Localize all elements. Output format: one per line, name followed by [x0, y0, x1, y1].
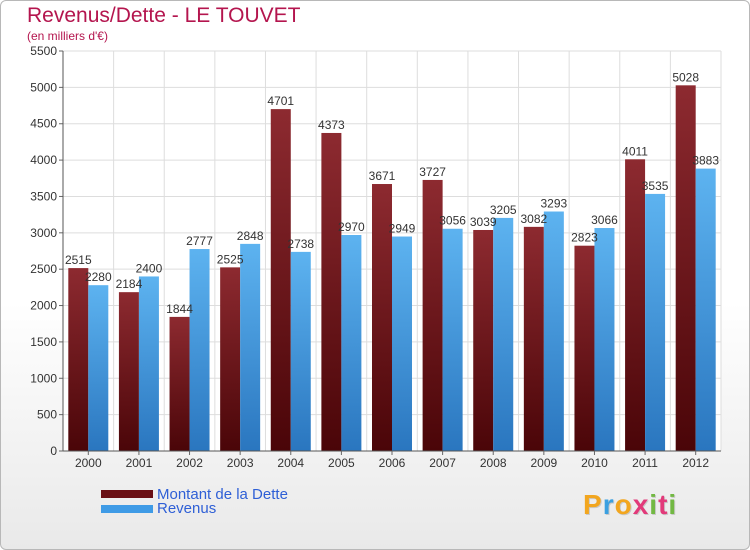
x-tick-label: 2000 [75, 456, 102, 470]
x-tick-label: 2009 [530, 456, 557, 470]
x-tick-label: 2003 [227, 456, 254, 470]
bar-revenus [594, 228, 615, 451]
value-label: 5028 [672, 70, 699, 84]
value-label: 3066 [591, 213, 618, 227]
logo-letter: r [602, 489, 615, 520]
value-label: 2515 [65, 253, 92, 267]
x-tick-label: 2006 [379, 456, 406, 470]
bar-revenus [442, 228, 463, 451]
bar-revenus [189, 249, 210, 451]
y-tick-label: 2500 [30, 262, 57, 276]
value-label: 3883 [692, 154, 719, 168]
legend-label-revenus: Revenus [157, 500, 217, 517]
bar-dette [473, 229, 494, 451]
value-label: 4373 [318, 118, 345, 132]
value-label: 4701 [267, 94, 294, 108]
x-tick-label: 2010 [581, 456, 608, 470]
x-tick-label: 2001 [126, 456, 153, 470]
y-tick-label: 4500 [30, 117, 57, 131]
bar-dette [169, 316, 190, 451]
y-tick-label: 1000 [30, 371, 57, 385]
bar-revenus [493, 217, 514, 451]
logo-letter: o [614, 489, 633, 520]
bar-revenus [543, 211, 564, 451]
y-tick-label: 5500 [30, 44, 57, 58]
legend-label-dette: Montant de la Dette [157, 486, 288, 503]
proxiti-logo: Proxiti [583, 489, 677, 521]
bar-revenus [240, 243, 261, 451]
y-tick-label: 2000 [30, 299, 57, 313]
value-label: 2525 [217, 252, 244, 266]
value-label: 3671 [369, 169, 396, 183]
bar-dette [523, 226, 544, 451]
value-label: 3056 [439, 214, 466, 228]
bar-revenus [695, 168, 716, 451]
x-tick-label: 2002 [176, 456, 203, 470]
value-label: 3727 [419, 165, 446, 179]
legend-swatch-dette [101, 490, 153, 498]
bar-dette [68, 268, 89, 451]
bar-revenus [392, 236, 412, 451]
y-tick-label: 1500 [30, 335, 57, 349]
value-label: 3082 [520, 212, 547, 226]
legend-swatch-revenus [101, 505, 153, 513]
bar-revenus [341, 235, 362, 451]
bar-revenus [290, 251, 311, 451]
bar-dette [675, 85, 696, 451]
value-label: 2949 [389, 222, 416, 236]
y-tick-label: 500 [37, 408, 57, 422]
bar-dette [118, 292, 139, 451]
bar-dette [321, 132, 342, 452]
bar-revenus [88, 285, 109, 451]
chart-title: Revenus/Dette - LE TOUVET [27, 4, 301, 27]
value-label: 2777 [186, 234, 213, 248]
value-label: 2823 [571, 231, 598, 245]
value-label: 3293 [540, 197, 567, 211]
y-tick-label: 3000 [30, 226, 57, 240]
value-label: 4011 [622, 144, 648, 158]
bar-revenus [138, 276, 159, 451]
value-label: 1844 [166, 302, 193, 316]
value-label: 3039 [470, 215, 497, 229]
chart-subtitle: (en milliers d'€) [27, 29, 108, 43]
bar-revenus [645, 193, 666, 451]
value-label: 2400 [136, 261, 163, 275]
y-tick-label: 3500 [30, 189, 57, 203]
value-label: 3535 [642, 179, 669, 193]
value-label: 2848 [237, 229, 264, 243]
value-label: 3205 [490, 203, 517, 217]
x-tick-label: 2004 [277, 456, 304, 470]
logo-letter: i [668, 489, 678, 520]
logo-letter: x [632, 489, 650, 520]
value-label: 2184 [116, 277, 143, 291]
bar-dette [220, 267, 241, 451]
y-tick-label: 4000 [30, 153, 57, 167]
x-tick-label: 2005 [328, 456, 355, 470]
value-label: 2738 [287, 237, 314, 251]
y-tick-label: 0 [50, 444, 57, 458]
bar-dette [270, 109, 291, 451]
x-tick-label: 2011 [632, 456, 658, 470]
bar-dette [372, 184, 392, 451]
logo-letter: P [583, 489, 603, 520]
x-tick-label: 2008 [480, 456, 507, 470]
bar-dette [625, 159, 646, 452]
bar-dette [422, 179, 443, 452]
bar-dette [574, 245, 595, 451]
logo-letter: t [658, 489, 669, 520]
x-tick-label: 2012 [682, 456, 709, 470]
value-label: 2280 [85, 270, 112, 284]
logo-letter: i [649, 489, 659, 520]
y-tick-label: 5000 [30, 80, 57, 94]
value-label: 2970 [338, 220, 365, 234]
x-tick-label: 2007 [429, 456, 456, 470]
